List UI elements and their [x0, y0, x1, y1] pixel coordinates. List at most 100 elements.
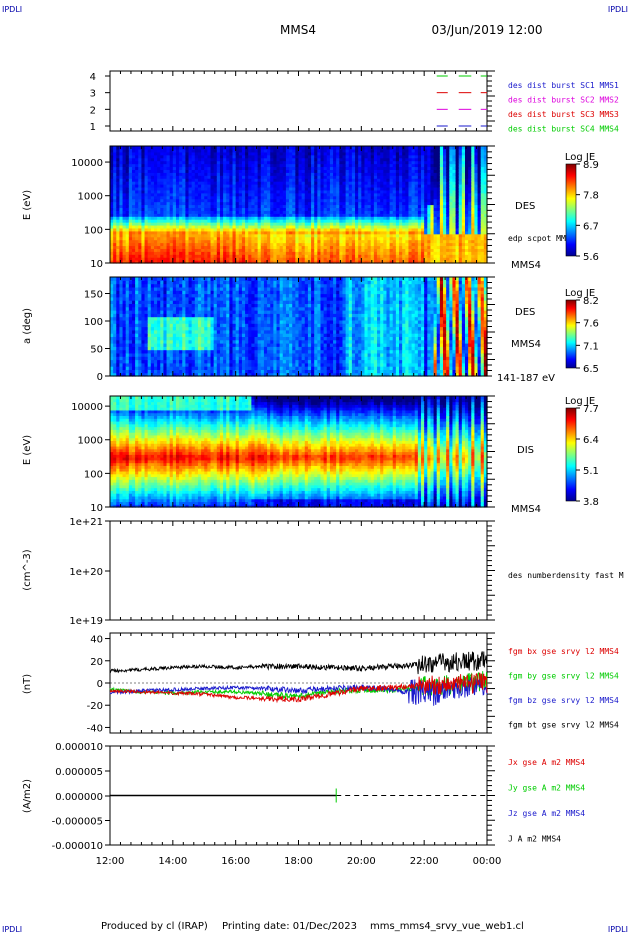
- heatmap-cell: [295, 242, 300, 247]
- heatmap-cell: [248, 251, 252, 255]
- heatmap-cell: [238, 160, 243, 165]
- heatmap-cell: [377, 227, 381, 232]
- heatmap-cell: [402, 257, 406, 261]
- heatmap-cell: [110, 198, 114, 203]
- heatmap-cell: [185, 160, 190, 165]
- heatmap-cell: [436, 157, 441, 162]
- heatmap-cell: [241, 213, 246, 217]
- heatmap-cell: [128, 204, 133, 209]
- heatmap-cell: [267, 207, 271, 211]
- heatmap-cell: [241, 254, 246, 258]
- heatmap-cell: [135, 181, 139, 185]
- heatmap-cell: [436, 233, 441, 238]
- heatmap-cell: [150, 198, 155, 203]
- heatmap-cell: [474, 254, 479, 258]
- heatmap-cell: [257, 216, 262, 220]
- heatmap-cell: [191, 213, 196, 217]
- heatmap-cell: [273, 248, 278, 252]
- heatmap-cell: [188, 213, 193, 217]
- heatmap-cell: [386, 160, 391, 165]
- heatmap-cell: [314, 213, 318, 217]
- heatmap-cell: [452, 260, 457, 264]
- heatmap-cell: [364, 222, 369, 226]
- heatmap-cell: [311, 233, 315, 238]
- heatmap-cell: [182, 154, 186, 159]
- heatmap-cell: [461, 245, 466, 249]
- heatmap-cell: [480, 181, 485, 185]
- heatmap-cell: [317, 157, 322, 162]
- heatmap-cell: [351, 260, 356, 264]
- heatmap-cell: [216, 151, 221, 156]
- heatmap-cell: [452, 178, 457, 182]
- heatmap-cell: [358, 154, 362, 159]
- heatmap-cell: [223, 210, 227, 214]
- heatmap-cell: [241, 239, 246, 244]
- heatmap-cell: [314, 151, 318, 156]
- heatmap-cell: [163, 239, 168, 244]
- heatmap-cell: [414, 227, 419, 232]
- heatmap-cell: [144, 201, 149, 206]
- heatmap-cell: [471, 195, 476, 200]
- heatmap-cell: [424, 239, 428, 244]
- heatmap-cell: [383, 257, 388, 261]
- heatmap-cell: [226, 181, 230, 185]
- heatmap-cell: [326, 204, 331, 209]
- heatmap-cell: [402, 157, 406, 162]
- heatmap-cell: [157, 186, 161, 191]
- heatmap-cell: [292, 254, 296, 258]
- heatmap-cell: [150, 233, 155, 238]
- heatmap-cell: [223, 257, 227, 261]
- heatmap-cell: [367, 230, 372, 235]
- heatmap-cell: [311, 175, 315, 179]
- heatmap-cell: [336, 151, 340, 156]
- heatmap-cell: [122, 166, 127, 170]
- heatmap-cell: [461, 172, 466, 176]
- heatmap-cell: [207, 195, 212, 200]
- heatmap-cell: [446, 146, 450, 150]
- heatmap-cell: [144, 230, 149, 235]
- heatmap-cell: [477, 216, 482, 220]
- heatmap-cell: [232, 151, 237, 156]
- heatmap-cell: [169, 146, 174, 150]
- heatmap-cell: [483, 207, 488, 211]
- heatmap-cell: [477, 181, 482, 185]
- heatmap-cell: [351, 151, 356, 156]
- heatmap-cell: [223, 157, 227, 162]
- heatmap-cell: [348, 254, 353, 258]
- heatmap-cell: [333, 163, 337, 168]
- heatmap-cell: [351, 154, 356, 159]
- heatmap-cell: [405, 210, 410, 214]
- heatmap-cell: [468, 163, 472, 168]
- heatmap-cell: [480, 213, 485, 217]
- heatmap-cell: [226, 254, 230, 258]
- heatmap-cell: [446, 254, 450, 258]
- heatmap-cell: [430, 186, 435, 191]
- heatmap-cell: [270, 198, 274, 203]
- heatmap-cell: [257, 213, 262, 217]
- heatmap-cell: [424, 204, 428, 209]
- heatmap-cell: [336, 160, 340, 165]
- heatmap-cell: [446, 251, 450, 255]
- heatmap-cell: [289, 166, 293, 170]
- heatmap-cell: [317, 242, 322, 247]
- heatmap-cell: [342, 251, 347, 255]
- heatmap-cell: [361, 222, 366, 226]
- heatmap-cell: [465, 154, 469, 159]
- heatmap-cell: [399, 172, 403, 176]
- heatmap-cell: [172, 184, 177, 188]
- heatmap-cell: [336, 210, 340, 214]
- heatmap-cell: [417, 236, 422, 241]
- heatmap-cell: [446, 148, 450, 153]
- heatmap-cell: [292, 242, 296, 247]
- heatmap-cell: [122, 148, 127, 153]
- heatmap-cell: [257, 154, 262, 159]
- heatmap-cell: [166, 146, 171, 150]
- heatmap-cell: [135, 230, 139, 235]
- heatmap-cell: [185, 222, 190, 226]
- heatmap-cell: [197, 260, 202, 264]
- heatmap-cell: [298, 172, 303, 176]
- heatmap-cell: [408, 186, 413, 191]
- heatmap-cell: [326, 219, 331, 223]
- heatmap-cell: [194, 245, 199, 249]
- heatmap-cell: [361, 233, 366, 238]
